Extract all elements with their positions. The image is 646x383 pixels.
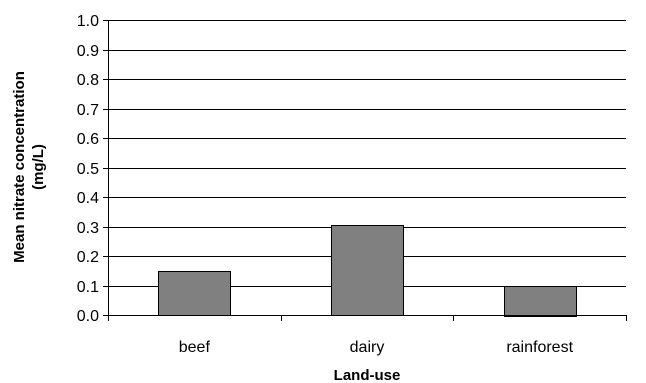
axes	[103, 20, 627, 321]
y-tick-label: 0.7	[77, 102, 99, 119]
y-tick-label: 0.3	[77, 220, 99, 237]
bar-rainforest	[504, 286, 577, 317]
bar-beef	[158, 271, 231, 316]
y-tick-label: 0.0	[77, 308, 99, 325]
y-tick-label: 0.8	[77, 72, 99, 89]
y-tick-label: 0.4	[77, 190, 99, 207]
gridlines	[108, 20, 626, 287]
x-category-label: beef	[179, 339, 211, 356]
y-tick-label: 0.1	[77, 279, 99, 296]
y-tick-label: 0.5	[77, 161, 99, 178]
y-tick-label: 0.6	[77, 131, 99, 148]
x-axis-title: Land-use	[334, 367, 401, 383]
y-axis-title-line2: (mg/L)	[30, 144, 47, 190]
bar-dairy	[331, 225, 404, 316]
y-tick-label: 0.9	[77, 43, 99, 60]
x-category-labels: beef dairy rainforest	[179, 339, 574, 356]
x-category-label: rainforest	[506, 339, 573, 356]
y-axis-title-line1: Mean nitrate concentration	[11, 71, 28, 263]
y-tick-labels: 0.0 0.1 0.2 0.3 0.4 0.5 0.6 0.7 0.8 0.9 1.0	[77, 13, 99, 325]
x-category-label: dairy	[350, 339, 385, 356]
bars	[158, 225, 577, 317]
y-tick-label: 1.0	[77, 13, 99, 30]
y-tick-label: 0.2	[77, 249, 99, 266]
